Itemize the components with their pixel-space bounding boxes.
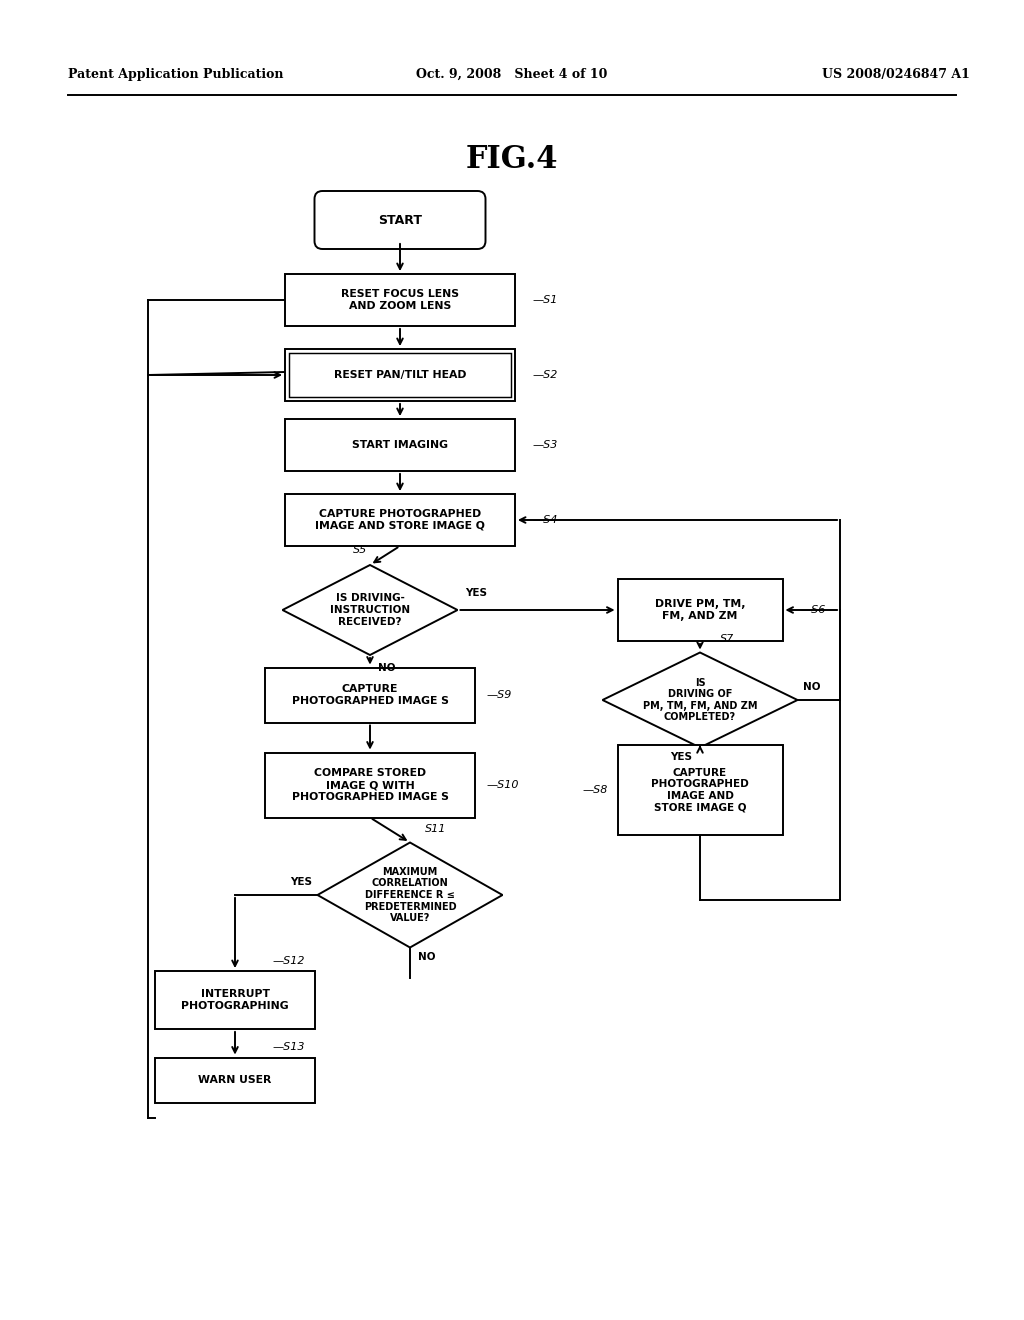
- Text: YES: YES: [466, 587, 487, 598]
- Text: CAPTURE
PHOTOGRAPHED IMAGE S: CAPTURE PHOTOGRAPHED IMAGE S: [292, 684, 449, 706]
- Text: NO: NO: [418, 953, 435, 962]
- Text: US 2008/0246847 A1: US 2008/0246847 A1: [822, 69, 970, 81]
- Bar: [155, 972, 315, 1030]
- Bar: [265, 668, 475, 722]
- Text: NO: NO: [378, 663, 395, 673]
- Text: COMPARE STORED
IMAGE Q WITH
PHOTOGRAPHED IMAGE S: COMPARE STORED IMAGE Q WITH PHOTOGRAPHED…: [292, 768, 449, 801]
- Text: FIG.4: FIG.4: [466, 144, 558, 176]
- Polygon shape: [283, 565, 458, 655]
- Bar: [285, 348, 515, 401]
- Text: —S1: —S1: [534, 294, 558, 305]
- Text: —S6: —S6: [801, 605, 826, 615]
- Text: START IMAGING: START IMAGING: [352, 440, 449, 450]
- Text: IS DRIVING-
INSTRUCTION
RECEIVED?: IS DRIVING- INSTRUCTION RECEIVED?: [330, 594, 410, 627]
- Polygon shape: [317, 842, 503, 948]
- Text: —S2: —S2: [534, 370, 558, 380]
- Text: —S12: —S12: [272, 956, 305, 966]
- Text: —S4: —S4: [534, 515, 558, 525]
- Text: INTERRUPT
PHOTOGRAPHING: INTERRUPT PHOTOGRAPHING: [181, 989, 289, 1011]
- Text: —S10: —S10: [487, 780, 519, 789]
- Text: S7: S7: [720, 635, 734, 644]
- Text: Oct. 9, 2008   Sheet 4 of 10: Oct. 9, 2008 Sheet 4 of 10: [417, 69, 607, 81]
- Text: NO: NO: [803, 682, 820, 692]
- Bar: [617, 744, 782, 836]
- Text: RESET PAN/TILT HEAD: RESET PAN/TILT HEAD: [334, 370, 466, 380]
- Text: S11: S11: [425, 825, 446, 834]
- Text: —S9: —S9: [487, 690, 512, 700]
- Text: YES: YES: [670, 752, 692, 763]
- Bar: [265, 752, 475, 817]
- Text: YES: YES: [291, 876, 312, 887]
- Bar: [285, 494, 515, 546]
- Text: IS
DRIVING OF
PM, TM, FM, AND ZM
COMPLETED?: IS DRIVING OF PM, TM, FM, AND ZM COMPLET…: [643, 677, 758, 722]
- Text: —S8: —S8: [583, 785, 608, 795]
- Text: —S3: —S3: [534, 440, 558, 450]
- Text: —S13: —S13: [272, 1043, 305, 1052]
- Text: S5: S5: [353, 545, 368, 554]
- Bar: [617, 579, 782, 642]
- Polygon shape: [602, 652, 798, 747]
- Text: Patent Application Publication: Patent Application Publication: [68, 69, 284, 81]
- Text: MAXIMUM
CORRELATION
DIFFERENCE R ≤
PREDETERMINED
VALUE?: MAXIMUM CORRELATION DIFFERENCE R ≤ PREDE…: [364, 867, 457, 923]
- FancyBboxPatch shape: [314, 191, 485, 249]
- Bar: [285, 275, 515, 326]
- Bar: [285, 418, 515, 471]
- Text: CAPTURE
PHOTOGRAPHED
IMAGE AND
STORE IMAGE Q: CAPTURE PHOTOGRAPHED IMAGE AND STORE IMA…: [651, 768, 749, 812]
- Text: WARN USER: WARN USER: [199, 1074, 271, 1085]
- Text: START: START: [378, 214, 422, 227]
- Text: RESET FOCUS LENS
AND ZOOM LENS: RESET FOCUS LENS AND ZOOM LENS: [341, 289, 459, 310]
- Text: DRIVE PM, TM,
FM, AND ZM: DRIVE PM, TM, FM, AND ZM: [654, 599, 745, 620]
- Bar: [155, 1057, 315, 1102]
- Text: CAPTURE PHOTOGRAPHED
IMAGE AND STORE IMAGE Q: CAPTURE PHOTOGRAPHED IMAGE AND STORE IMA…: [315, 510, 485, 531]
- Bar: [289, 352, 511, 397]
